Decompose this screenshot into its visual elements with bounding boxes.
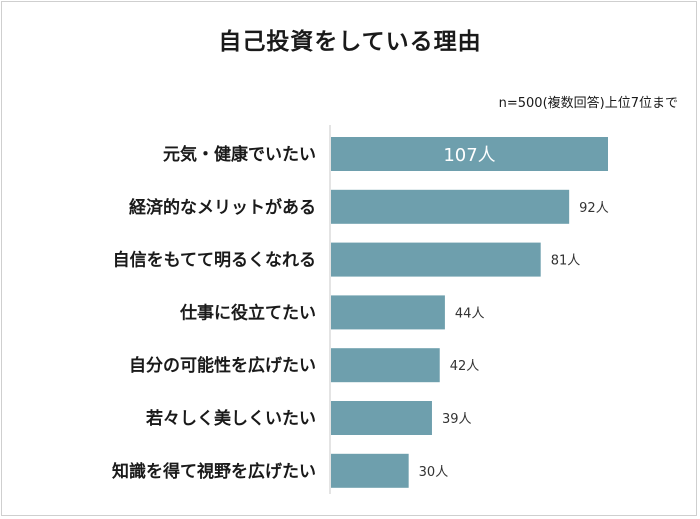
chart-title: 自己投資をしている理由 (218, 29, 482, 55)
bar (331, 295, 445, 330)
category-label: 経済的なメリットがある (129, 197, 316, 218)
category-label: 仕事に役立てたい (179, 302, 316, 323)
value-label: 107人 (443, 145, 495, 166)
bar (331, 242, 541, 277)
value-label: 42人 (450, 359, 480, 374)
value-label: 81人 (551, 254, 581, 269)
category-label: 自分の可能性を広げたい (129, 355, 316, 376)
category-label: 知識を得て視野を広げたい (111, 461, 316, 482)
bar (331, 137, 608, 171)
value-label: 30人 (419, 465, 449, 480)
value-label: 44人 (455, 306, 485, 321)
value-label: 92人 (579, 201, 609, 216)
category-label: 若々しく美しくいたい (145, 408, 316, 429)
category-label: 元気・健康でいたい (163, 144, 316, 165)
bar (331, 453, 409, 488)
sample-note: n=500(複数回答)上位7位まで (498, 96, 678, 111)
category-label: 自信をもてて明るくなれる (113, 250, 316, 271)
value-label: 39人 (442, 412, 472, 427)
bar (331, 348, 440, 383)
bar (331, 189, 570, 224)
bar (331, 401, 432, 435)
